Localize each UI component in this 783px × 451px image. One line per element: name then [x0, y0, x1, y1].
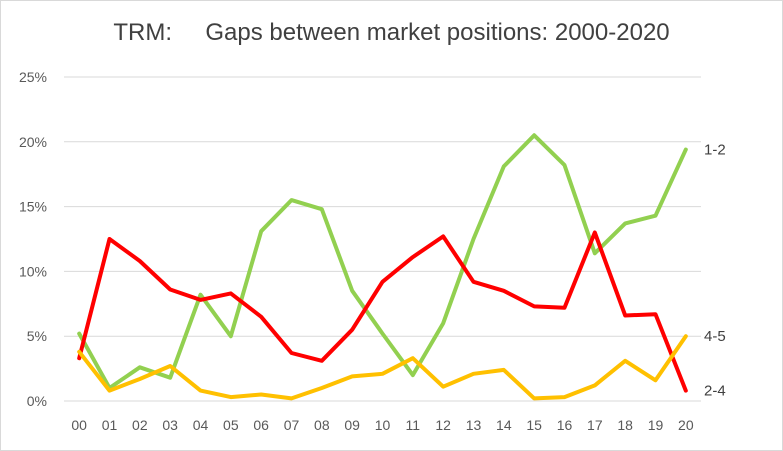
x-tick-label: 15 — [526, 417, 542, 433]
y-tick-label: 20% — [19, 134, 47, 150]
x-tick-label: 16 — [557, 417, 573, 433]
x-tick-label: 05 — [223, 417, 239, 433]
x-tick-label: 06 — [253, 417, 269, 433]
series-line-1-2 — [77, 133, 688, 390]
x-tick-label: 17 — [587, 417, 603, 433]
x-tick-label: 12 — [435, 417, 451, 433]
y-tick-label: 0% — [27, 393, 47, 409]
x-tick-label: 18 — [617, 417, 633, 433]
x-tick-label: 20 — [678, 417, 694, 433]
series-label-4-5: 4-5 — [704, 328, 726, 345]
x-tick-label: 19 — [648, 417, 664, 433]
series-label-2-4: 2-4 — [704, 383, 726, 400]
x-tick-label: 02 — [132, 417, 148, 433]
y-axis-ticks: 0% 5% 10% 15% 20% 25% — [19, 69, 47, 409]
x-tick-label: 14 — [496, 417, 512, 433]
x-tick-label: 13 — [466, 417, 482, 433]
x-tick-label: 01 — [102, 417, 118, 433]
x-axis-ticks: 00 01 02 03 04 05 06 07 08 09 10 11 12 13 14 15 16 17 18 19… — [71, 417, 693, 433]
x-tick-label: 00 — [71, 417, 87, 433]
x-tick-label: 03 — [162, 417, 178, 433]
y-tick-label: 5% — [27, 328, 47, 344]
series-label-1-2: 1-2 — [704, 142, 726, 159]
series-labels: 1-2 2-4 4-5 — [704, 142, 726, 400]
x-tick-label: 08 — [314, 417, 330, 433]
x-tick-label: 10 — [375, 417, 391, 433]
series-line-4-5 — [77, 334, 688, 401]
y-tick-label: 10% — [19, 263, 47, 279]
series-line-2-4 — [77, 230, 688, 393]
gridlines — [64, 76, 701, 402]
x-tick-label: 04 — [193, 417, 209, 433]
y-tick-label: 25% — [19, 69, 47, 85]
x-tick-label: 07 — [284, 417, 300, 433]
chart-title: TRM: Gaps between market positions: 2000… — [113, 19, 670, 46]
series-lines — [77, 133, 688, 401]
x-tick-label: 11 — [406, 417, 421, 433]
y-tick-label: 15% — [19, 199, 47, 215]
x-tick-label: 09 — [344, 417, 360, 433]
